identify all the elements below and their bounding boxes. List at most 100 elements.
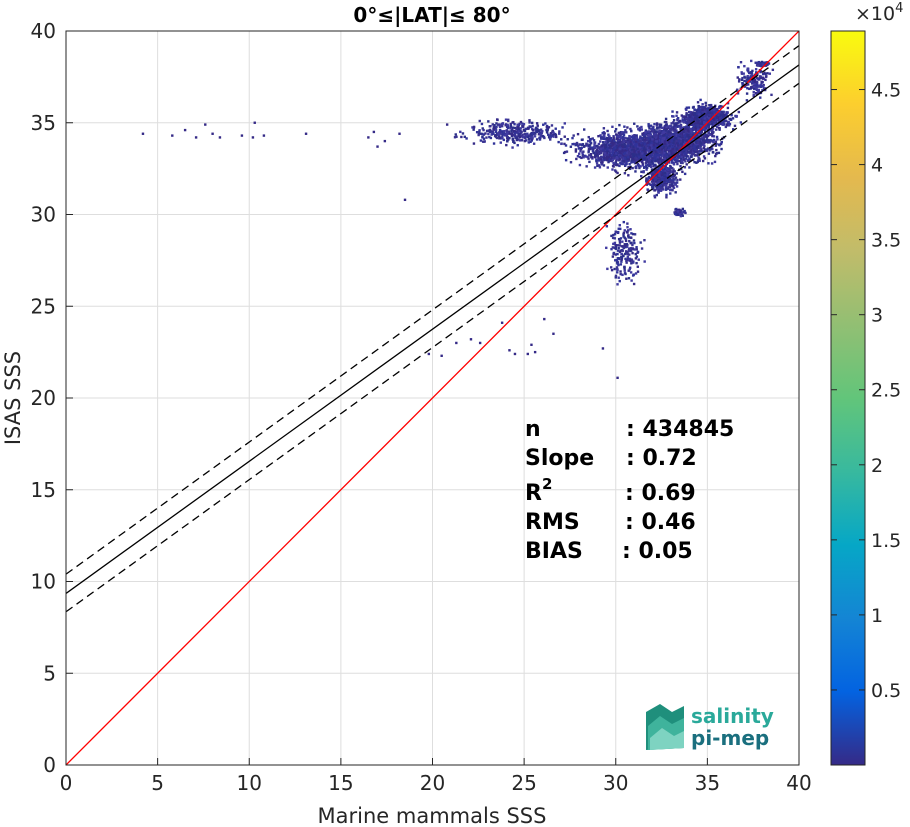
density-cell	[534, 128, 537, 131]
density-cell	[746, 74, 749, 78]
density-cell	[655, 188, 659, 191]
density-cell	[641, 156, 644, 159]
density-cell	[716, 125, 719, 128]
density-cell	[652, 151, 655, 154]
density-cell	[657, 171, 661, 174]
density-cell	[760, 61, 763, 65]
density-cell	[624, 163, 627, 167]
density-cell	[638, 129, 642, 132]
density-cell	[672, 174, 676, 178]
density-cell	[675, 142, 678, 146]
density-cell	[661, 160, 664, 164]
density-cell	[681, 120, 684, 123]
density-cell	[667, 150, 671, 153]
density-cell	[761, 85, 765, 88]
density-cell	[656, 134, 660, 138]
density-cell	[611, 139, 615, 142]
density-cell	[689, 150, 693, 153]
density-cell	[666, 187, 670, 190]
density-cell	[720, 112, 723, 115]
density-cell	[735, 114, 738, 118]
density-cell	[630, 241, 633, 245]
density-cell	[655, 140, 659, 143]
density-cell	[541, 134, 544, 138]
density-cell	[493, 124, 496, 127]
density-cell	[670, 158, 673, 161]
density-cell	[511, 132, 514, 135]
density-cell	[576, 154, 580, 158]
density-cell	[669, 192, 672, 195]
density-cell	[480, 122, 484, 126]
density-cell	[630, 161, 633, 164]
density-cell	[691, 135, 694, 138]
density-cell	[680, 126, 684, 130]
density-cell	[663, 126, 667, 130]
density-cell	[770, 93, 773, 97]
density-cell	[650, 157, 653, 161]
density-cell	[488, 128, 492, 132]
density-cell	[611, 143, 614, 147]
density-cell	[687, 120, 691, 124]
density-cell	[614, 130, 617, 133]
density-cell	[627, 236, 630, 239]
density-cell	[666, 171, 669, 175]
density-cell	[589, 140, 592, 143]
density-cell	[547, 126, 551, 129]
density-cell	[587, 147, 591, 151]
density-cell	[658, 130, 662, 133]
density-cell	[713, 160, 717, 164]
density-cell	[204, 123, 207, 126]
density-cell	[729, 117, 732, 121]
density-cell	[622, 140, 625, 143]
density-cell	[632, 160, 635, 163]
density-cell	[696, 160, 699, 164]
density-cell	[679, 164, 682, 168]
density-cell	[699, 122, 703, 125]
density-cell	[676, 116, 680, 120]
density-cell	[656, 146, 660, 150]
density-cell	[689, 133, 693, 136]
density-cell	[601, 148, 605, 152]
density-cell	[716, 116, 719, 120]
density-cell	[705, 135, 709, 138]
density-cell	[498, 125, 502, 129]
density-cell	[743, 85, 747, 88]
density-cell	[706, 128, 710, 132]
density-cell	[608, 143, 611, 146]
density-cell	[682, 138, 685, 142]
density-cell	[494, 134, 497, 138]
density-cell	[658, 143, 661, 147]
density-cell	[602, 137, 606, 140]
density-cell	[605, 246, 608, 250]
density-cell	[758, 75, 762, 78]
density-cell	[630, 259, 634, 262]
density-cell	[640, 141, 643, 145]
density-cell	[633, 150, 636, 154]
density-cell	[484, 132, 487, 135]
density-cell	[602, 134, 605, 137]
stat-value: : 0.46	[625, 510, 696, 535]
density-cell	[578, 152, 581, 155]
density-cell	[702, 112, 705, 115]
density-cell	[670, 188, 674, 191]
density-cell	[701, 110, 704, 114]
density-cell	[628, 167, 632, 171]
density-cell	[617, 237, 621, 241]
density-cell	[612, 156, 615, 159]
density-cell	[683, 210, 686, 213]
density-cell	[725, 124, 729, 127]
density-cell	[583, 144, 586, 148]
density-cell	[610, 247, 613, 251]
density-cell	[528, 134, 532, 137]
density-cell	[597, 164, 601, 167]
density-cell	[621, 158, 624, 162]
density-cell	[669, 180, 672, 183]
density-cell	[696, 117, 699, 121]
density-cell	[616, 134, 619, 137]
density-cell	[521, 125, 525, 128]
density-cell	[619, 130, 623, 134]
density-cell	[685, 113, 688, 117]
density-cell	[622, 246, 626, 250]
density-cell	[752, 78, 755, 81]
density-cell	[585, 144, 588, 147]
